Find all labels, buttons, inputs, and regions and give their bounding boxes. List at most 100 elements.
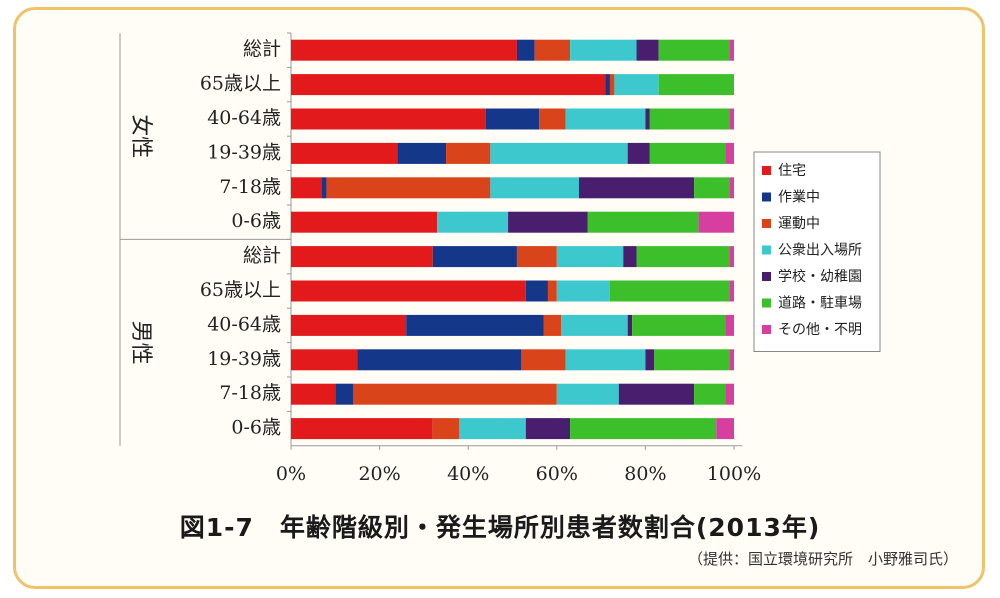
category-label: 0-6歳 <box>231 417 281 439</box>
bar-segment <box>516 39 535 61</box>
bar-segment <box>521 349 566 371</box>
bar-segment <box>645 349 655 371</box>
bar-segment <box>291 142 398 164</box>
bar-segment <box>729 177 734 199</box>
bar-segment <box>432 246 517 268</box>
bar-segment <box>335 383 354 405</box>
legend-swatch <box>762 298 771 308</box>
figure-caption: 図1-7 年齢階級別・発生場所別患者数割合(2013年) <box>179 513 821 542</box>
bar-segment <box>698 211 734 233</box>
bar-segment <box>291 280 526 302</box>
bar-segment <box>614 74 659 96</box>
legend-swatch <box>762 325 771 334</box>
bar-segment <box>397 142 447 164</box>
figure-credit: （提供：国立環境研究所 小野雅司氏） <box>687 550 958 568</box>
category-label: 65歳以上 <box>200 279 281 301</box>
legend-label: 学校・幼稚園 <box>778 268 862 285</box>
x-tick-label: 40% <box>447 463 489 485</box>
bar-segment <box>587 211 699 233</box>
category-label: 40-64歳 <box>207 107 281 129</box>
bar-segment <box>654 349 730 371</box>
bar-segment <box>729 349 734 371</box>
bar-segment <box>291 74 606 96</box>
category-label: 65歳以上 <box>200 73 281 95</box>
bar-segment <box>291 177 323 199</box>
bar-segment <box>357 349 522 371</box>
bar-segment <box>694 177 730 199</box>
bar-segment <box>525 280 548 302</box>
x-tick-label: 0% <box>276 463 306 485</box>
group-label: 男性 <box>128 321 153 365</box>
legend-label: 道路・駐車場 <box>778 295 862 312</box>
bar-segment <box>627 314 633 336</box>
bar-segment <box>609 74 615 96</box>
legend-swatch <box>762 166 771 175</box>
bar-segment <box>636 246 730 268</box>
bar-segment <box>543 314 562 336</box>
bar-segment <box>291 39 517 61</box>
bar-segment <box>547 280 557 302</box>
category-label: 19-39歳 <box>207 141 281 163</box>
bar-segment <box>539 108 566 130</box>
category-label: 19-39歳 <box>207 348 281 370</box>
bar-segment <box>556 246 624 268</box>
bar-segment <box>565 349 646 371</box>
bar-segment <box>406 314 544 336</box>
bar-segment <box>658 39 730 61</box>
bar-segment <box>291 349 358 371</box>
legend-label: 住宅 <box>778 163 806 179</box>
bar-segment <box>618 383 695 405</box>
bar-segment <box>729 246 734 268</box>
bar-segment <box>485 108 540 130</box>
bar-segment <box>570 39 637 61</box>
bar-segment <box>437 211 509 233</box>
bar-segment <box>534 39 571 61</box>
bar-segment <box>605 74 610 96</box>
legend-swatch <box>762 192 771 202</box>
category-label: 40-64歳 <box>207 313 281 335</box>
bar-segment <box>729 39 734 61</box>
bar-segment <box>508 211 588 233</box>
bar-segment <box>291 314 407 336</box>
bar-segment <box>516 246 557 268</box>
bar-segment <box>291 383 336 405</box>
bar-segment <box>326 177 491 199</box>
bar-segment <box>623 246 637 268</box>
bar-segment <box>291 418 433 440</box>
bar-segment <box>632 314 726 336</box>
bar-segment <box>561 314 628 336</box>
x-tick-label: 60% <box>536 463 578 485</box>
legend-label: その他・不明 <box>778 322 862 338</box>
bar-segment <box>565 108 646 130</box>
bar-segment <box>658 74 734 96</box>
bar-segment <box>291 246 433 268</box>
bar-segment <box>525 418 571 440</box>
bar-segment <box>645 108 650 130</box>
bar-segment <box>725 142 734 164</box>
category-label: 7-18歳 <box>219 176 281 198</box>
bar-segment <box>291 108 486 130</box>
legend-swatch <box>762 219 771 228</box>
bar-segment <box>725 383 734 405</box>
legend-label: 作業中 <box>778 190 820 206</box>
bar-segment <box>636 39 659 61</box>
category-label: 総計 <box>243 38 281 60</box>
legend-swatch <box>762 272 771 281</box>
bar-segment <box>446 142 491 164</box>
bar-segment <box>649 142 726 164</box>
category-label: 総計 <box>243 245 281 267</box>
bar-segment <box>716 418 734 440</box>
bar-segment <box>649 108 730 130</box>
bar-segment <box>291 211 438 233</box>
legend-label: 運動中 <box>778 216 820 232</box>
group-label: 女性 <box>128 114 153 158</box>
bar-segment <box>725 314 734 336</box>
bar-segment <box>627 142 650 164</box>
legend-label: 公衆出入場所 <box>778 243 862 259</box>
bar-segment <box>322 177 327 199</box>
bar-segment <box>432 418 460 440</box>
bar-segment <box>490 177 579 199</box>
bar-segment <box>694 383 726 405</box>
legend-box <box>753 151 881 352</box>
